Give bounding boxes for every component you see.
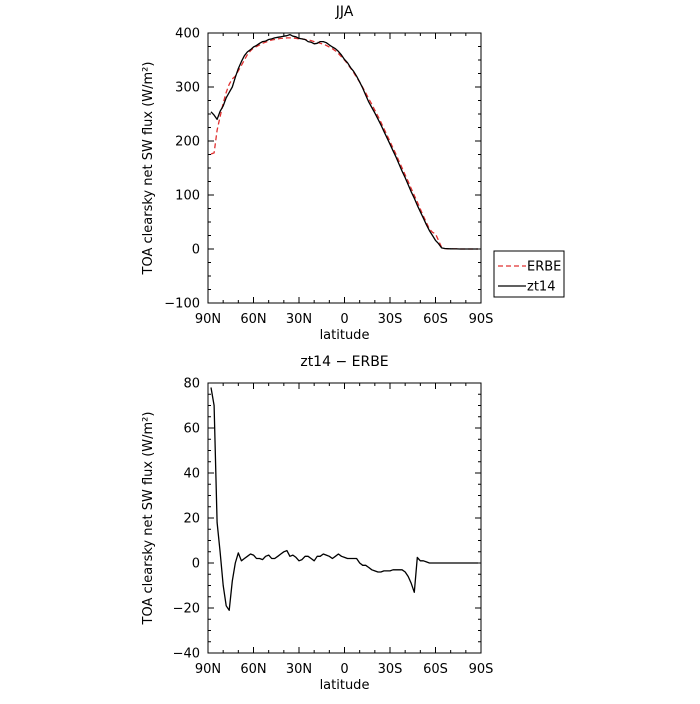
y-axis-label: TOA clearsky net SW flux (W/m²) — [141, 62, 156, 276]
y-tick-label: 20 — [183, 512, 200, 527]
plot-frame-1 — [207, 32, 482, 304]
x-tick-label: 0 — [340, 662, 348, 677]
x-axis-label: latitude — [320, 328, 370, 343]
x-tick-label: 90S — [469, 662, 494, 677]
chart-title-1: JJA — [335, 4, 354, 20]
x-tick-label: 30N — [286, 662, 312, 677]
x-tick-label: 0 — [340, 312, 348, 327]
x-axis-label: latitude — [320, 678, 370, 693]
y-tick-label: 200 — [175, 135, 200, 150]
y-axis-label: TOA clearsky net SW flux (W/m²) — [141, 412, 156, 626]
y-tick-label: 100 — [175, 189, 200, 204]
legend-label-zt14: zt14 — [527, 280, 555, 295]
legend-label-erbe: ERBE — [527, 260, 561, 275]
plot-frame-2 — [207, 382, 482, 654]
x-tick-label: 30N — [286, 312, 312, 327]
legend-box — [493, 250, 565, 298]
x-tick-label: 90S — [469, 312, 494, 327]
series-line-zt14 — [210, 33, 478, 250]
y-tick-label: 300 — [175, 81, 200, 96]
x-tick-label: 90N — [195, 662, 221, 677]
x-tick-label: 30S — [378, 662, 403, 677]
y-tick-label: −20 — [173, 602, 200, 617]
y-tick-label: 400 — [175, 27, 200, 42]
series-line-diff — [210, 387, 478, 611]
x-tick-label: 60N — [240, 312, 266, 327]
series-line-erbe — [210, 37, 478, 250]
y-tick-label: −100 — [164, 297, 200, 312]
y-tick-label: 40 — [183, 467, 200, 482]
y-tick-label: 60 — [183, 422, 200, 437]
x-tick-label: 30S — [378, 312, 403, 327]
chart-title-2: zt14 − ERBE — [300, 354, 388, 370]
y-tick-label: 0 — [192, 243, 200, 258]
y-tick-label: 80 — [183, 377, 200, 392]
x-tick-label: 60S — [423, 312, 448, 327]
y-tick-label: 0 — [192, 557, 200, 572]
y-tick-label: −40 — [173, 647, 200, 662]
x-tick-label: 90N — [195, 312, 221, 327]
x-tick-label: 60N — [240, 662, 266, 677]
x-tick-label: 60S — [423, 662, 448, 677]
